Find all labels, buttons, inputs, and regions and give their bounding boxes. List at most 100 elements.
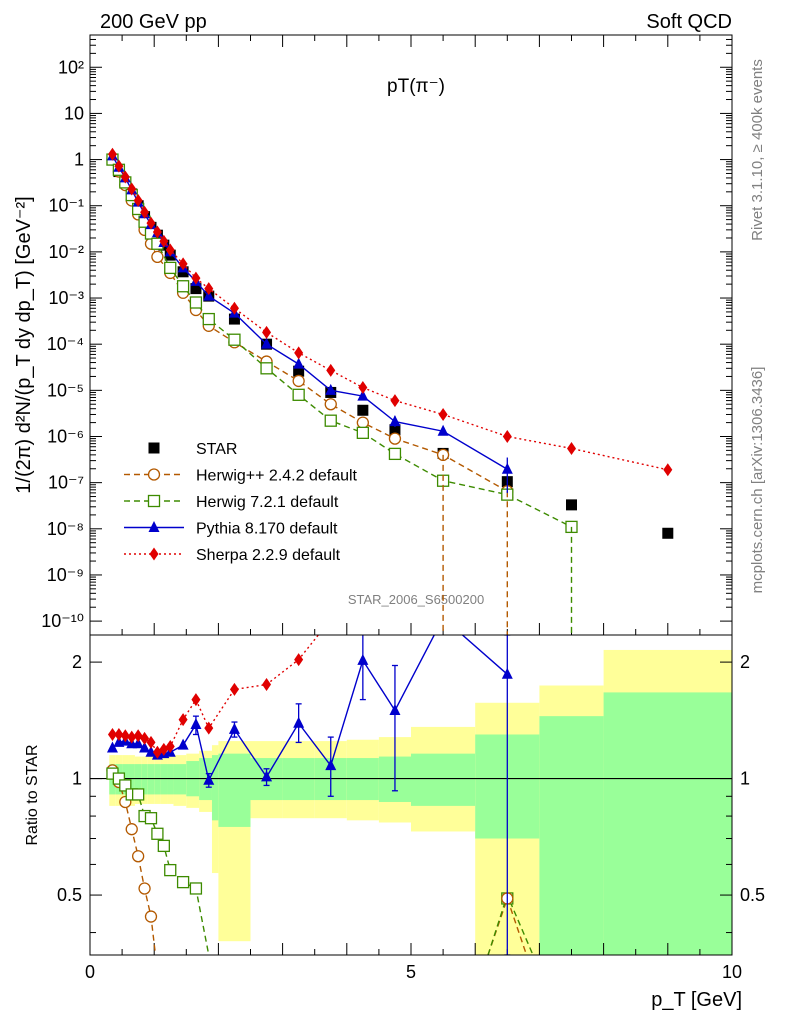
ratio-point (107, 727, 117, 741)
ratio-point (262, 678, 272, 692)
y-tick-label: 10⁻³ (48, 288, 84, 308)
data-point (388, 447, 402, 461)
data-point (133, 193, 143, 207)
y-tick-label: 10⁻⁶ (47, 426, 84, 446)
stat-band (603, 692, 732, 955)
ratio-y-tick-label: 2 (72, 652, 82, 672)
data-point (228, 313, 240, 325)
data-point (438, 407, 448, 421)
data-point (120, 170, 130, 184)
ratio-point (178, 713, 188, 727)
y-tick-label: 1 (74, 150, 84, 170)
ratio-frame (89, 634, 733, 956)
x-axis-label: p_T [GeV] (651, 989, 742, 1011)
data-point (202, 312, 215, 326)
data-point (204, 282, 214, 296)
analysis-watermark: STAR_2006_S6500200 (348, 592, 484, 607)
header-left: 200 GeV pp (100, 11, 207, 33)
data-point (203, 289, 215, 301)
ratio-point (144, 812, 158, 825)
y-tick-label: 10⁻⁷ (48, 473, 84, 493)
y-tick-label: 10⁻⁵ (47, 380, 84, 400)
data-point (114, 159, 124, 173)
y-tick-label: 10² (58, 57, 84, 77)
data-point (294, 346, 304, 360)
data-point (292, 388, 305, 401)
data-point (662, 527, 674, 539)
ratio-y-axis-label: Ratio to STAR (24, 744, 41, 845)
data-point (159, 234, 169, 248)
ratio-point (164, 863, 177, 877)
data-point (663, 463, 673, 477)
data-point (229, 301, 239, 315)
y-tick-label: 10⁻² (48, 242, 84, 262)
series-herwig-2-4-2-default (106, 153, 514, 498)
ratio-point (229, 682, 239, 696)
legend-label: Herwig++ 2.4.2 default (196, 468, 358, 485)
series-pythia-8-170-default (106, 149, 513, 474)
ratio-point (294, 653, 304, 667)
data-point (388, 432, 402, 445)
data-point (357, 389, 369, 401)
stat-band (211, 755, 219, 821)
stat-band (134, 764, 142, 795)
data-point (151, 250, 164, 264)
stat-band (218, 753, 251, 827)
series-star (106, 154, 674, 539)
data-point (176, 280, 190, 293)
ratio-point (138, 882, 151, 895)
ratio-point (119, 779, 132, 792)
ratio-point (204, 721, 214, 735)
ratio-point (189, 882, 203, 895)
data-point (261, 337, 273, 349)
ratio-point (165, 740, 175, 754)
data-point (152, 225, 162, 239)
y-tick-label: 10⁻⁴ (47, 334, 84, 354)
y-tick-label: 10 (64, 103, 84, 123)
legend-marker (149, 547, 159, 561)
ratio-point (132, 737, 144, 749)
ratio-point (145, 745, 157, 757)
series-line (111, 155, 508, 470)
data-point (356, 426, 370, 439)
stat-band (141, 764, 148, 795)
y-tick-label: 10⁻⁸ (47, 519, 84, 539)
ratio-point (140, 731, 150, 745)
data-point (107, 147, 117, 161)
ratio-point (127, 730, 137, 744)
data-point (358, 381, 368, 395)
stat-band (147, 764, 155, 795)
ratio-point (177, 738, 189, 750)
ratio-point (125, 823, 138, 836)
legend-label: Sherpa 2.2.9 default (196, 547, 341, 564)
data-point (140, 205, 150, 219)
legend-label: Herwig 7.2.1 default (196, 494, 339, 511)
chart-title: pT(π⁻) (387, 76, 445, 97)
data-point (293, 365, 305, 377)
legend-label: Pythia 8.170 default (196, 521, 338, 538)
ratio-point (191, 693, 201, 707)
ratio-point (176, 875, 190, 889)
stat-band (154, 764, 161, 795)
data-point (146, 216, 156, 230)
y-tick-label: 10⁻¹ (48, 196, 84, 216)
data-point (389, 424, 401, 436)
data-point (260, 362, 273, 375)
data-point (324, 414, 337, 427)
series-line (111, 159, 508, 492)
data-point (324, 398, 337, 411)
x-tick-label: 10 (722, 962, 742, 982)
main-y-axis-label: 1/(2π) d²N/(p_T dy dp_T) [GeV⁻²] (13, 196, 35, 493)
data-point (190, 283, 202, 295)
stat-band (160, 764, 168, 795)
series-sherpa-2-2-9-default (107, 147, 673, 477)
ratio-point (114, 727, 124, 741)
stat-band (173, 764, 187, 795)
data-point (164, 261, 177, 275)
header-right: Soft QCD (646, 11, 732, 33)
legend: STAR Herwig++ 2.4.2 default Herwig 7.2.1 d… (124, 441, 358, 564)
ratio-series-clip (106, 635, 534, 955)
ratio-point (133, 729, 143, 743)
data-point (228, 333, 241, 346)
